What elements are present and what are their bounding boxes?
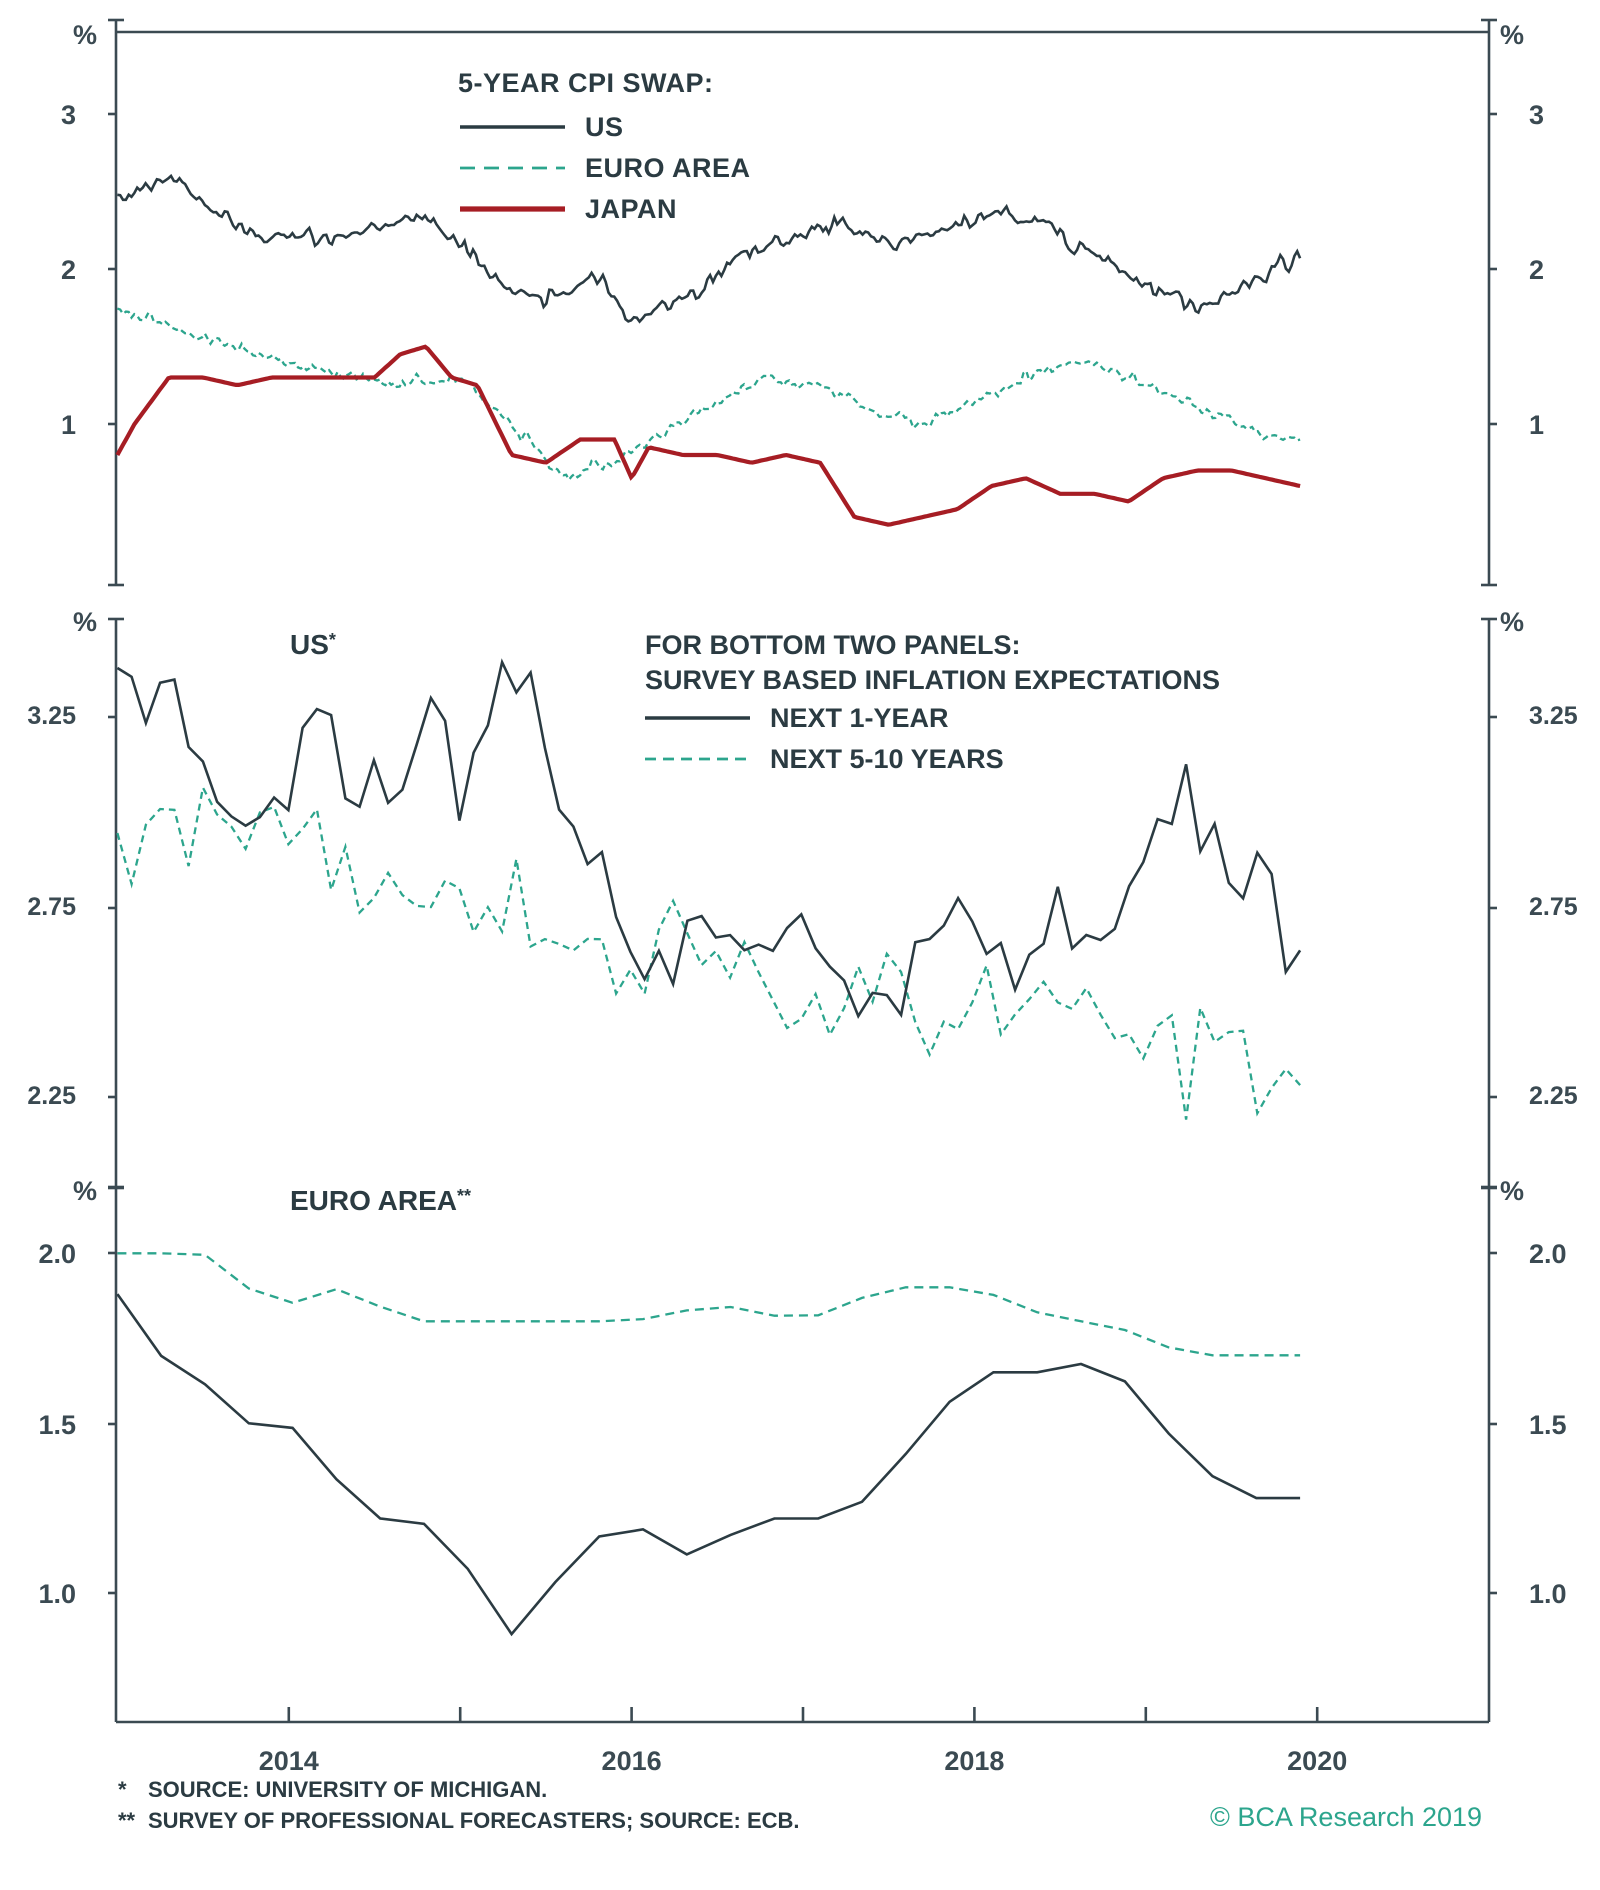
svg-text:%: % — [73, 607, 97, 637]
svg-text:SOURCE: UNIVERSITY OF MICHIGAN: SOURCE: UNIVERSITY OF MICHIGAN. — [148, 1777, 547, 1802]
svg-text:*: * — [118, 1777, 127, 1802]
svg-text:2.25: 2.25 — [1529, 1082, 1578, 1110]
svg-text:2.75: 2.75 — [1529, 893, 1578, 921]
svg-text:2.75: 2.75 — [27, 893, 76, 921]
svg-text:2.0: 2.0 — [38, 1239, 76, 1269]
svg-text:1: 1 — [1529, 410, 1544, 440]
svg-text:%: % — [1500, 1176, 1524, 1206]
svg-text:3: 3 — [1529, 100, 1544, 130]
svg-text:2014: 2014 — [259, 1746, 319, 1776]
svg-text:2018: 2018 — [944, 1746, 1004, 1776]
svg-text:3.25: 3.25 — [1529, 702, 1578, 730]
svg-text:FOR BOTTOM TWO PANELS:: FOR BOTTOM TWO PANELS: — [645, 630, 1020, 660]
svg-text:5-YEAR CPI SWAP:: 5-YEAR CPI SWAP: — [458, 68, 714, 98]
svg-text:%: % — [73, 20, 97, 50]
svg-text:SURVEY BASED INFLATION EXPECTA: SURVEY BASED INFLATION EXPECTATIONS — [645, 665, 1220, 695]
svg-text:2: 2 — [61, 255, 76, 285]
svg-text:%: % — [73, 1176, 97, 1206]
svg-text:%: % — [1500, 607, 1524, 637]
svg-text:NEXT 1-YEAR: NEXT 1-YEAR — [770, 703, 949, 733]
svg-text:%: % — [1500, 20, 1524, 50]
svg-text:3: 3 — [61, 100, 76, 130]
svg-text:2020: 2020 — [1287, 1746, 1347, 1776]
svg-text:© BCA Research 2019: © BCA Research 2019 — [1210, 1802, 1482, 1832]
svg-text:1.0: 1.0 — [38, 1579, 76, 1609]
svg-text:US: US — [585, 112, 624, 142]
svg-text:JAPAN: JAPAN — [585, 194, 677, 224]
svg-text:2016: 2016 — [602, 1746, 662, 1776]
svg-text:2.0: 2.0 — [1529, 1239, 1567, 1269]
svg-text:2.25: 2.25 — [27, 1082, 76, 1110]
svg-text:1.5: 1.5 — [1529, 1410, 1567, 1440]
svg-text:1.5: 1.5 — [38, 1410, 76, 1440]
svg-text:NEXT 5-10 YEARS: NEXT 5-10 YEARS — [770, 744, 1004, 774]
svg-text:1: 1 — [61, 410, 76, 440]
svg-text:2: 2 — [1529, 255, 1544, 285]
svg-text:SURVEY OF PROFESSIONAL FORECAS: SURVEY OF PROFESSIONAL FORECASTERS; SOUR… — [148, 1808, 800, 1833]
svg-text:3.25: 3.25 — [27, 702, 76, 730]
svg-text:**: ** — [118, 1808, 136, 1833]
svg-text:EURO AREA**: EURO AREA** — [290, 1185, 471, 1216]
svg-text:1.0: 1.0 — [1529, 1579, 1567, 1609]
svg-text:EURO AREA: EURO AREA — [585, 153, 751, 183]
